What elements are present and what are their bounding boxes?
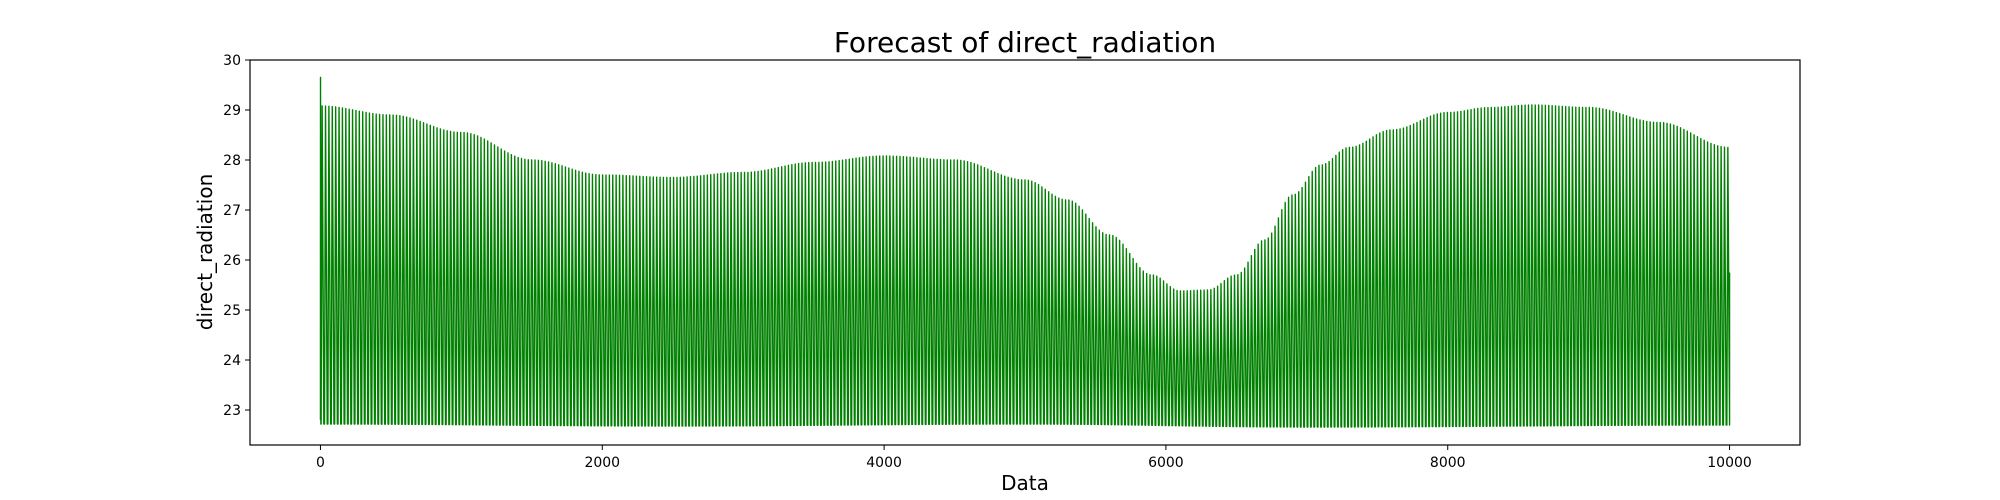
- y-axis: 23 24 25 26 27 28 29 30: [223, 53, 250, 419]
- plot-frame: [249, 59, 1801, 446]
- y-tick-label: 29: [223, 103, 241, 119]
- x-tick-label: 6000: [1148, 455, 1184, 471]
- x-axis-label: Data: [1001, 471, 1049, 495]
- y-tick-label: 25: [223, 303, 241, 319]
- y-tick-label: 28: [223, 153, 241, 169]
- plot-area: [319, 76, 1731, 428]
- x-tick-label: 4000: [866, 455, 902, 471]
- y-tick-label: 26: [223, 253, 241, 269]
- series-line: [319, 76, 1731, 428]
- x-tick-label: 0: [316, 455, 325, 471]
- x-tick-label: 8000: [1430, 455, 1466, 471]
- y-tick-label: 24: [223, 353, 241, 369]
- y-tick-label: 23: [223, 403, 241, 419]
- y-axis-label: direct_radiation: [193, 174, 217, 330]
- x-tick-label: 10000: [1707, 455, 1752, 471]
- chart-title: Forecast of direct_radiation: [834, 26, 1216, 59]
- y-tick-label: 27: [223, 203, 241, 219]
- y-tick-label: 30: [223, 53, 241, 69]
- x-tick-label: 2000: [584, 455, 620, 471]
- x-axis: 0 2000 4000 6000 8000 10000: [316, 445, 1752, 471]
